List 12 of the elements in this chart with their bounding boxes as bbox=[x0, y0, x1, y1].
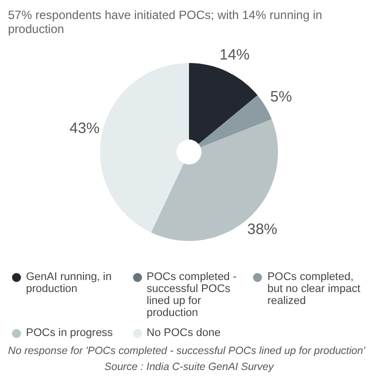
legend-label: POCs completed, but no clear impact realized bbox=[267, 270, 362, 307]
data-label: 38% bbox=[247, 220, 278, 238]
data-label: 5% bbox=[270, 88, 292, 106]
chart-title: 57% respondents have initiated POCs; with 14% running in production bbox=[8, 8, 324, 37]
legend-label: GenAI running, in production bbox=[26, 270, 113, 295]
data-label: 14% bbox=[220, 46, 250, 64]
legend-label: POCs in progress bbox=[26, 326, 113, 339]
data-label: 43% bbox=[70, 120, 100, 137]
legend-label: No POCs done bbox=[146, 326, 221, 339]
legend-label: POCs completed - successful POCs lined up for production bbox=[146, 270, 238, 319]
text: No response for 'POCs completed - successful POCs lined up for production' bbox=[8, 344, 366, 357]
source-note: Source : India C-suite GenAI Survey bbox=[103, 360, 275, 373]
